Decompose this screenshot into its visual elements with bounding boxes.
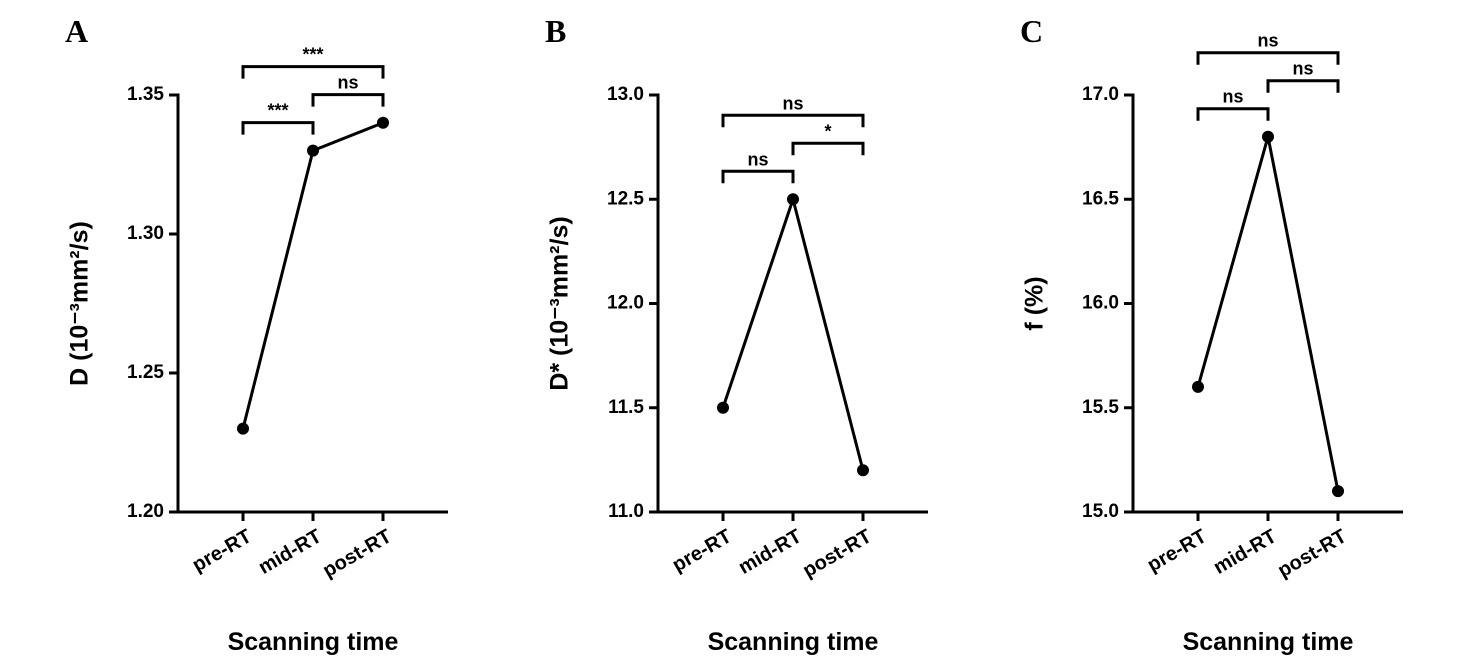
y-tick-label: 11.5 <box>608 397 644 418</box>
data-point <box>1332 485 1344 498</box>
x-tick-label: pre-RT <box>1144 525 1211 576</box>
data-line <box>1196 136 1340 492</box>
panel: A 1.20 1.25 1.30 1.35 D (10⁻³mm²/s) Scanning t… <box>65 13 448 656</box>
y-tick-label: 15.0 <box>1082 501 1119 522</box>
significance-bracket <box>721 113 865 128</box>
significance-bracket <box>1196 107 1270 121</box>
significance-label: ns <box>1257 31 1278 51</box>
significance-label: ns <box>337 73 358 93</box>
significance-label: * <box>824 121 831 141</box>
y-tick-label: 12.5 <box>607 188 644 209</box>
y-axis-label: D* (10⁻³mm²/s) <box>546 216 574 390</box>
significance-bracket <box>1266 79 1340 93</box>
x-tick-label: mid-RT <box>735 525 806 578</box>
data-point <box>377 116 389 129</box>
y-tick-label: 1.25 <box>127 362 164 383</box>
significance-label: ns <box>747 149 768 169</box>
panel-label: A <box>65 13 88 49</box>
y-tick-label: 12.0 <box>607 293 644 314</box>
y-axis-label: f (%) <box>1021 276 1049 330</box>
significance-bracket <box>721 169 795 184</box>
x-tick-label: pre-RT <box>669 525 736 576</box>
significance-label: *** <box>267 101 288 121</box>
panel-label: B <box>545 13 566 49</box>
significance-bracket <box>241 121 315 135</box>
x-tick-label: post-RT <box>319 525 395 582</box>
significance-bracket <box>1196 51 1340 65</box>
y-tick-label: 17.0 <box>1082 84 1119 105</box>
significance-label: ns <box>1292 59 1313 79</box>
y-axis-label: D (10⁻³mm²/s) <box>66 221 94 386</box>
data-point <box>307 144 319 157</box>
significance-bracket <box>241 65 385 79</box>
y-tick-label: 16.0 <box>1082 293 1119 314</box>
significance-bracket <box>791 141 865 156</box>
x-axis-label: Scanning time <box>708 628 879 656</box>
data-line <box>241 121 384 429</box>
x-tick-label: mid-RT <box>255 525 326 578</box>
significance-label: ns <box>1222 87 1243 107</box>
x-tick-label: pre-RT <box>189 525 256 576</box>
data-point <box>717 401 729 414</box>
y-tick-label: 13.0 <box>607 84 644 105</box>
data-point <box>237 422 249 435</box>
significance-label: ns <box>782 93 803 113</box>
data-point <box>787 193 799 206</box>
panel: B 11.0 11.5 12.0 12.5 13.0 D* (10⁻³mm²/s) Scann… <box>545 13 928 656</box>
x-tick-label: post-RT <box>799 525 875 582</box>
x-axis-label: Scanning time <box>1183 628 1354 656</box>
panel: C 15.0 15.5 16.0 16.5 17.0 f (%) Scanning time p… <box>1020 13 1403 656</box>
x-axis-label: Scanning time <box>228 628 399 656</box>
y-tick-label: 1.20 <box>127 501 164 522</box>
y-tick-label: 1.30 <box>127 223 164 244</box>
data-point <box>1192 380 1204 393</box>
panel-label: C <box>1020 13 1043 49</box>
data-point <box>1262 130 1274 143</box>
significance-bracket <box>311 93 385 107</box>
y-tick-label: 15.5 <box>1082 397 1119 418</box>
x-tick-label: post-RT <box>1274 525 1350 582</box>
y-tick-label: 11.0 <box>608 501 644 522</box>
data-line <box>721 193 865 471</box>
y-tick-label: 1.35 <box>127 84 164 105</box>
x-tick-label: mid-RT <box>1210 525 1281 578</box>
y-tick-label: 16.5 <box>1082 188 1119 209</box>
data-point <box>857 464 869 477</box>
significance-label: *** <box>302 45 323 65</box>
